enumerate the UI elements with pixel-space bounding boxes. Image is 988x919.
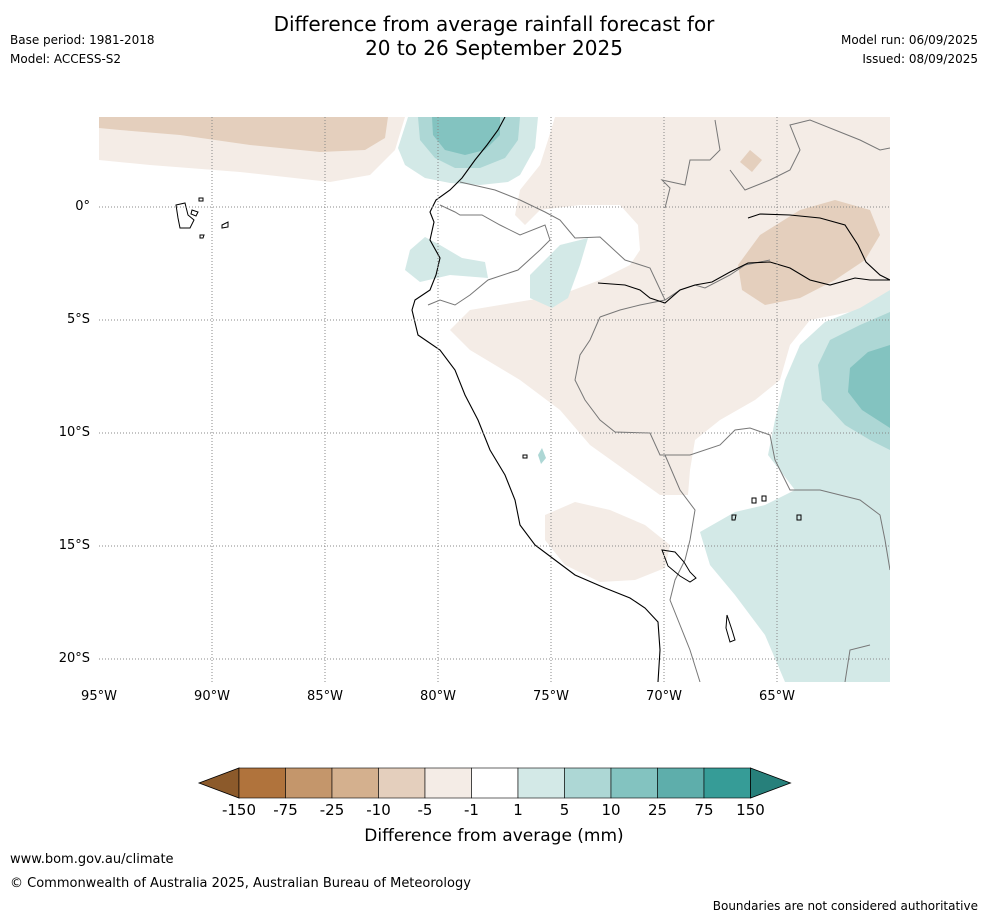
coastline-rio-negro (747, 213, 890, 281)
map-fill-layer (99, 117, 890, 682)
colorbar-tick-label: 25 (647, 801, 668, 819)
anomaly-region-wet-inland (530, 238, 588, 308)
colorbar-arrow-right (750, 767, 792, 799)
colorbar-tick-label: -25 (319, 801, 345, 819)
lat-label-10s: 10°S (58, 425, 90, 440)
colorbar-swatch (331, 767, 379, 799)
lon-label-70w: 70°W (646, 689, 682, 704)
anomaly-region-dry-amazon-core (738, 200, 880, 305)
gridlines (99, 117, 890, 682)
coastline-amazon-river (597, 261, 890, 304)
lat-label-0: 0° (75, 199, 90, 214)
colorbar-swatch (564, 767, 612, 799)
lon-label-80w: 80°W (420, 689, 456, 704)
footer-copyright: © Commonwealth of Australia 2025, Austra… (10, 876, 471, 891)
footer-url[interactable]: www.bom.gov.au/climate (10, 852, 174, 867)
model-run: Model run: 06/09/2025 (840, 33, 978, 47)
colorbar-tick-label: -5 (417, 801, 433, 819)
lon-label-65w: 65°W (759, 689, 795, 704)
anomaly-region-dry-small (740, 150, 762, 172)
anomaly-region-dry-south (545, 502, 670, 582)
colorbar-tick-label: 150 (736, 801, 765, 819)
colorbar-tick-label: 1 (513, 801, 523, 819)
colorbar-swatch (285, 767, 333, 799)
footer-disclaimer: Boundaries are not considered authoritat… (712, 899, 978, 913)
model-name: Model: ACCESS-S2 (10, 52, 122, 66)
title-line-2: 20 to 26 September 2025 (365, 36, 623, 60)
colorbar-tick-label: -150 (221, 801, 257, 819)
issued-date: Issued: 08/09/2025 (862, 52, 978, 66)
lat-label-5s: 5°S (66, 312, 90, 327)
colorbar-swatch (657, 767, 705, 799)
islands-galapagos (175, 197, 229, 239)
anomaly-region-dry-north-core (99, 117, 388, 152)
lat-label-15s: 15°S (58, 538, 90, 553)
colorbar-title: Difference from average (mm) (364, 826, 624, 846)
anomaly-region-wet-islet (538, 448, 546, 464)
colorbar-swatch (424, 767, 472, 799)
page-title: Difference from average rainfall forecas… (0, 12, 988, 60)
colorbar-tick-label: 10 (601, 801, 621, 819)
lat-label-20s: 20°S (58, 651, 90, 666)
base-period: Base period: 1981-2018 (10, 33, 155, 47)
anomaly-region-wet-north-core (432, 117, 500, 155)
coastline-pacific (411, 117, 661, 682)
colorbar-tick-label: -75 (273, 801, 298, 819)
meta-right: Model run: 06/09/2025 Issued: 08/09/2025 (841, 31, 978, 69)
lon-label-75w: 75°W (533, 689, 569, 704)
colorbar-swatch (471, 767, 519, 799)
lon-label-90w: 90°W (194, 689, 230, 704)
anomaly-region-dry-east (450, 117, 890, 495)
colorbar-tick-label: -10 (366, 801, 391, 819)
lake-titicaca (522, 454, 802, 643)
title-line-1: Difference from average rainfall forecas… (273, 12, 715, 36)
coastlines (411, 117, 890, 682)
lon-label-95w: 95°W (81, 689, 117, 704)
colorbar-swatch (610, 767, 658, 799)
anomaly-region-wet-southeast-core (848, 345, 890, 428)
meta-left: Base period: 1981-2018 Model: ACCESS-S2 (10, 31, 155, 69)
colorbar-arrow-left (197, 767, 240, 799)
anomaly-region-wet-coast (405, 237, 488, 282)
colorbar-tick-label: -1 (464, 801, 479, 819)
colorbar (197, 767, 792, 799)
colorbar-swatch (378, 767, 426, 799)
colorbar-tick-label: 5 (559, 801, 570, 819)
colorbar-swatch (703, 767, 751, 799)
lon-label-85w: 85°W (307, 689, 343, 704)
colorbar-swatch (517, 767, 565, 799)
colorbar-swatch (238, 767, 286, 799)
colorbar-tick-label: 75 (694, 801, 714, 819)
